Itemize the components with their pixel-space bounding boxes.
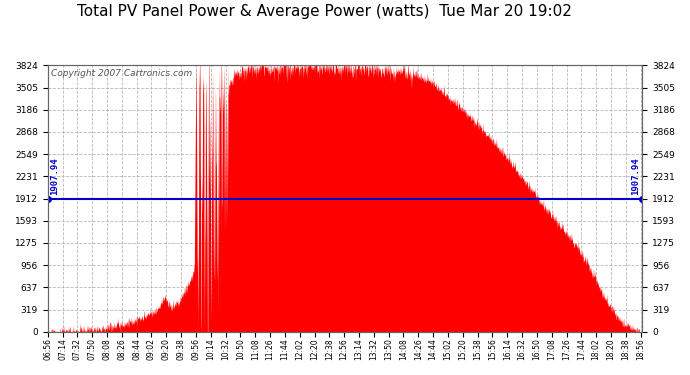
Text: 1907.94: 1907.94 (50, 158, 59, 195)
Text: 1907.94: 1907.94 (631, 158, 640, 195)
Text: Copyright 2007 Cartronics.com: Copyright 2007 Cartronics.com (50, 69, 192, 78)
Text: Total PV Panel Power & Average Power (watts)  Tue Mar 20 19:02: Total PV Panel Power & Average Power (wa… (77, 4, 572, 19)
